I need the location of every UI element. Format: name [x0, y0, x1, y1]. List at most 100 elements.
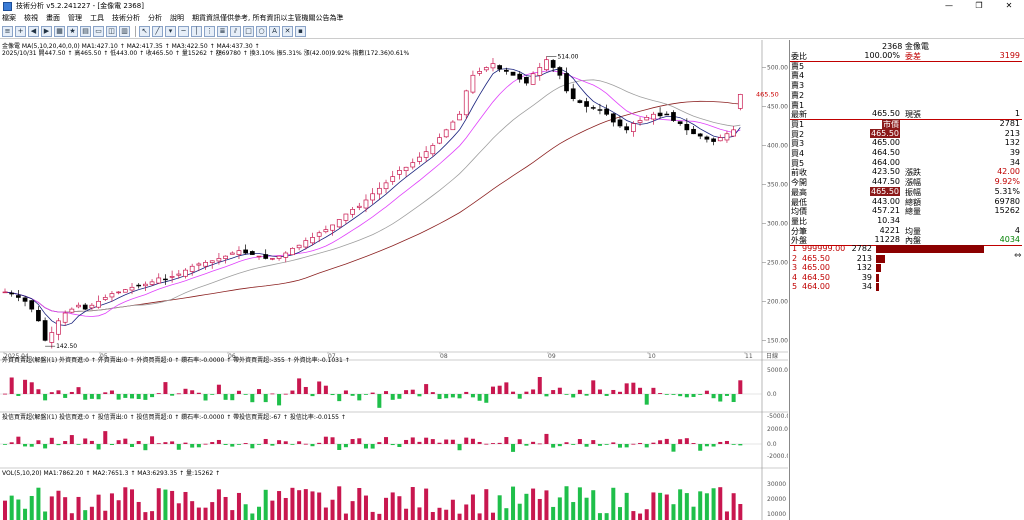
candle-body	[717, 137, 723, 142]
maximize-button[interactable]: ❐	[975, 1, 983, 10]
scroll-handle[interactable]: ⇔	[1014, 240, 1022, 270]
foreign-hist-bar	[330, 394, 335, 396]
quote-label: 分筆	[791, 226, 807, 236]
candle-body	[577, 100, 583, 103]
vol-tick: 30000	[767, 481, 786, 488]
back-icon[interactable]: ◀	[28, 25, 39, 37]
menu-view[interactable]: 檢視	[24, 14, 38, 22]
candle-body	[724, 133, 730, 141]
split-icon[interactable]: ◫	[106, 25, 117, 37]
candle-body	[524, 76, 529, 84]
hline-icon[interactable]: ─	[178, 25, 189, 37]
vline-icon[interactable]: │	[191, 25, 202, 37]
add-icon[interactable]: +	[15, 25, 26, 37]
volume-bar	[9, 495, 14, 520]
foreign-investor-label: 外資買賣超(解盤)(1) 外資買進:0 ↑ 外資賣出:0 ↑ 外資買賣超:0 ↑…	[2, 357, 350, 364]
quote-value-2: 4	[1014, 225, 1020, 235]
candle-body	[430, 145, 436, 155]
save-icon[interactable]: ▪	[295, 25, 306, 37]
quote-row: 委比 100.00% 委差 3199	[790, 51, 1022, 61]
line-tool-icon[interactable]: ╱	[152, 25, 163, 37]
dealer-hist-bar	[678, 439, 683, 444]
grid-icon[interactable]: ▦	[54, 25, 65, 37]
quote-header: 2368 金像電	[790, 41, 1022, 51]
bars-icon[interactable]: ⋮	[204, 25, 215, 37]
window-icon[interactable]: ▭	[93, 25, 104, 37]
menu-analysis[interactable]: 分析	[148, 14, 162, 22]
volume-bar	[397, 496, 402, 520]
technical-chart[interactable]: 500.00 450.00 400.00 350.00 300.00 250.00 200.…	[0, 40, 788, 520]
price-tick-label: 350.00	[767, 181, 788, 188]
forward-icon[interactable]: ▶	[41, 25, 52, 37]
candle-body	[343, 213, 349, 221]
quote-label: 買3	[791, 139, 805, 149]
foreign-hist-bar	[69, 391, 74, 394]
volume-bar	[470, 494, 475, 520]
channel-icon[interactable]: ⫽	[230, 25, 241, 37]
volume-bar	[704, 493, 709, 520]
star-icon[interactable]: ★	[67, 25, 78, 37]
candle-body	[697, 133, 703, 137]
close-button[interactable]: ✕	[1005, 1, 1013, 10]
menu-help[interactable]: 說明	[170, 14, 184, 22]
quote-value: 市價	[882, 118, 900, 130]
dealer-hist-bar	[243, 443, 248, 444]
dealer-hist-bar	[444, 439, 449, 444]
dropdown-icon[interactable]: ▾	[165, 25, 176, 37]
rect-icon[interactable]: □	[243, 25, 254, 37]
quote-row: 買4 464.50 39	[790, 148, 1022, 158]
foreign-hist-bar	[584, 394, 589, 396]
volume-bar	[390, 492, 395, 520]
menu-screen[interactable]: 畫面	[46, 14, 60, 22]
quote-row: 買5 464.00 34	[790, 158, 1022, 168]
dealer-hist-bar	[303, 443, 308, 445]
candle-body	[236, 250, 242, 255]
quote-row: 分筆 4221 均量 4	[790, 226, 1022, 236]
volume-bar	[611, 487, 616, 520]
last-price-label: 465.50	[756, 90, 779, 98]
dealer-hist-bar	[577, 439, 582, 444]
volume-bar	[109, 493, 114, 520]
volume-bar	[531, 488, 536, 520]
dealer-hist-bar	[330, 437, 335, 444]
dealer-hist-bar	[644, 444, 649, 448]
cursor-icon[interactable]: ↖	[139, 25, 150, 37]
candle-body	[256, 255, 262, 258]
dealer-hist-bar	[116, 440, 121, 444]
foreign-hist-bar	[718, 394, 723, 402]
menu-file[interactable]: 檔案	[2, 14, 16, 22]
foreign-hist-bar	[143, 394, 148, 400]
ma4-line	[4, 100, 741, 313]
dealer-hist-bar	[684, 438, 689, 444]
minimize-button[interactable]: —	[945, 1, 953, 10]
candle-body	[330, 224, 335, 231]
circle-icon[interactable]: ○	[256, 25, 267, 37]
menu-technical[interactable]: 技術分析	[112, 14, 140, 22]
menu-manage[interactable]: 管理	[68, 14, 82, 22]
foreign-hist-bar	[457, 394, 462, 399]
list-icon[interactable]: ≡	[2, 25, 13, 37]
layout-icon[interactable]: ▤	[80, 25, 91, 37]
dealer-hist-tick: -2000.0	[767, 453, 788, 460]
volume-bar	[270, 500, 275, 520]
tile-icon[interactable]: ▥	[119, 25, 130, 37]
volume-bar	[23, 508, 28, 520]
delete-icon[interactable]: ✕	[282, 25, 293, 37]
foreign-hist-bar	[617, 391, 622, 394]
volume-bar	[69, 513, 74, 520]
foreign-hist-bar	[611, 389, 616, 394]
volume-bar	[350, 501, 355, 520]
dealer-hist-bar	[611, 442, 616, 444]
quote-label-2: 總額	[905, 197, 921, 207]
candle-body	[169, 276, 175, 278]
foreign-hist-bar	[96, 394, 101, 400]
text-tool-icon[interactable]: A	[269, 25, 280, 37]
volume-bar	[216, 489, 221, 520]
high-annotation: 514.00	[557, 54, 578, 61]
foreign-hist-bar	[704, 390, 709, 394]
volume-bar	[718, 487, 723, 520]
menu-tools[interactable]: 工具	[90, 14, 104, 22]
foreign-hist-bar	[437, 394, 442, 400]
fib-icon[interactable]: ≣	[217, 25, 228, 37]
foreign-hist-bar	[658, 393, 663, 394]
